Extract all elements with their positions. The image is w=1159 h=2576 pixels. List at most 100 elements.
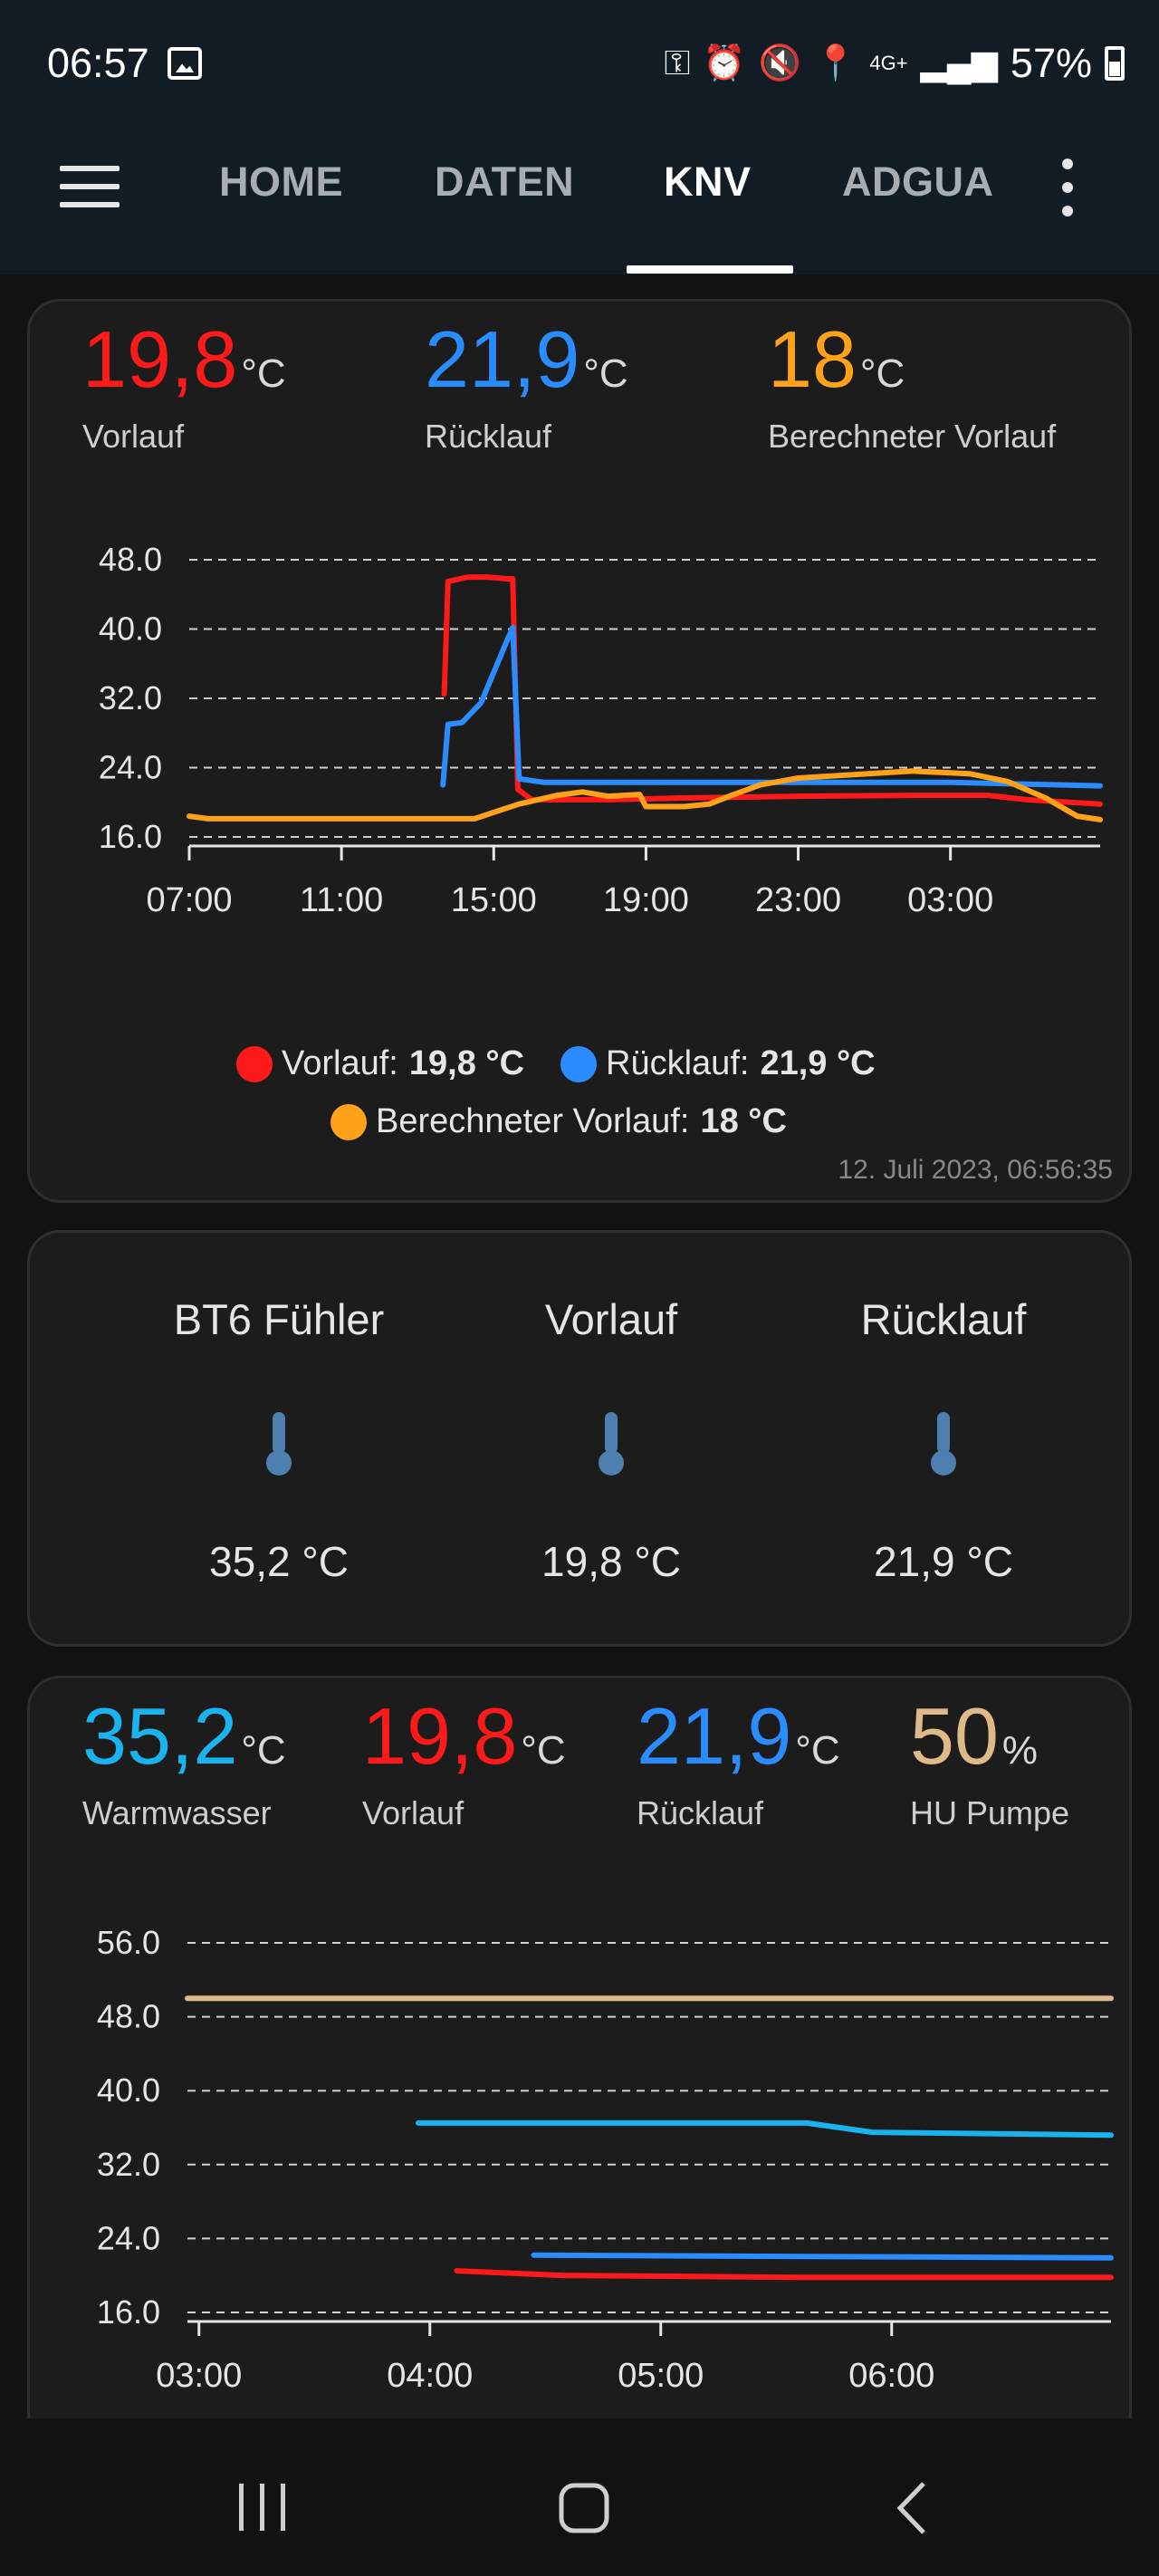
history-card-warmwasser[interactable]: 35,2°C Warmwasser 19,8°C Vorlauf 21,9°C … bbox=[27, 1676, 1132, 2437]
y-tick-label: 32.0 bbox=[97, 2146, 160, 2183]
berechnet-label: Berechneter Vorlauf bbox=[768, 418, 1057, 455]
legend-dot-ruecklauf bbox=[560, 1045, 598, 1082]
entity-name-bt6: BT6 Fühler bbox=[173, 1295, 385, 1343]
y-tick-label: 24.0 bbox=[97, 2219, 160, 2256]
vorlauf2-label: Vorlauf bbox=[362, 1794, 465, 1831]
ruecklauf-label: Rücklauf bbox=[425, 418, 552, 455]
y-tick-label: 40.0 bbox=[97, 2071, 160, 2109]
berechnet-unit: °C bbox=[859, 351, 905, 396]
history-chart-2[interactable]: 56.0 48.0 40.0 32.0 24.0 16.0 03:00 04:00 05:00 0… bbox=[30, 1896, 1129, 2439]
warmwasser-number: 35,2 bbox=[82, 1691, 238, 1781]
system-nav-bar bbox=[0, 2418, 1159, 2576]
y-tick-label: 56.0 bbox=[97, 1924, 160, 1961]
series-line-berechneter-vorlauf[interactable] bbox=[187, 768, 1103, 822]
back-icon[interactable] bbox=[893, 2480, 929, 2536]
berechnet-number: 18 bbox=[768, 314, 857, 404]
history-card-knv[interactable]: 19,8°C Vorlauf 21,9°C Rücklauf 18°C Bere… bbox=[27, 299, 1132, 1203]
x-tick-label: 06:00 bbox=[848, 2357, 934, 2395]
legend-row-2: Berechneter Vorlauf: 18 °C bbox=[330, 1102, 787, 1141]
ruecklauf-number: 21,9 bbox=[425, 314, 580, 404]
entity-value-vorlauf: 19,8 °C bbox=[541, 1538, 681, 1585]
vorlauf2-unit: °C bbox=[521, 1728, 566, 1773]
menu-icon[interactable] bbox=[60, 166, 120, 211]
ruecklauf-value: 21,9°C bbox=[425, 320, 628, 399]
y-tick-label: 48.0 bbox=[97, 1998, 160, 2035]
vorlauf2-value: 19,8°C bbox=[362, 1697, 566, 1776]
ruecklauf2-value: 21,9°C bbox=[637, 1697, 840, 1776]
thermometer-icon[interactable] bbox=[595, 1410, 627, 1477]
more-vert-icon[interactable] bbox=[1058, 159, 1078, 218]
location-icon: 📍 bbox=[814, 44, 857, 82]
key-icon: ⚿ bbox=[664, 44, 691, 82]
glance-card: BT6 Fühler Vorlauf Rücklauf 35,2 °C 19,8… bbox=[27, 1230, 1132, 1647]
x-tick-label: 15:00 bbox=[451, 881, 537, 919]
tab-knv[interactable]: KNV bbox=[664, 159, 752, 205]
series-line-warmwasser[interactable] bbox=[416, 2119, 1114, 2139]
entity-value-ruecklauf: 21,9 °C bbox=[874, 1538, 1013, 1585]
pumpe-value: 50% bbox=[910, 1697, 1038, 1776]
chart-timestamp: 12. Juli 2023, 06:56:35 bbox=[838, 1155, 1113, 1185]
status-time: 06:57 bbox=[47, 40, 149, 86]
legend-value-berechnet: 18 °C bbox=[700, 1102, 787, 1140]
home-icon[interactable] bbox=[558, 2482, 610, 2534]
x-tick-label: 07:00 bbox=[146, 881, 232, 919]
alarm-icon: ⏰ bbox=[703, 44, 746, 82]
y-tick-label: 48.0 bbox=[99, 541, 162, 578]
active-tab-indicator bbox=[627, 265, 793, 274]
x-tick-label: 11:00 bbox=[300, 881, 383, 919]
image-icon bbox=[168, 47, 202, 80]
x-tick-label: 23:00 bbox=[755, 881, 841, 919]
vorlauf2-number: 19,8 bbox=[362, 1691, 518, 1781]
series-line-r-cklauf[interactable] bbox=[531, 2252, 1114, 2261]
legend-value-vorlauf: 19,8 °C bbox=[408, 1044, 525, 1082]
x-tick-label: 05:00 bbox=[618, 2357, 704, 2395]
vorlauf-unit: °C bbox=[241, 351, 286, 396]
recent-apps-icon[interactable] bbox=[235, 2482, 290, 2533]
x-tick-label: 04:00 bbox=[387, 2357, 473, 2395]
series-line-vorlauf[interactable] bbox=[441, 574, 1103, 807]
signal-icon: ▂▄▆ bbox=[920, 44, 998, 82]
tab-adgua[interactable]: ADGUA bbox=[842, 159, 994, 205]
entity-name-vorlauf: Vorlauf bbox=[544, 1295, 678, 1343]
series-line-vorlauf[interactable] bbox=[454, 2268, 1114, 2281]
y-tick-label: 32.0 bbox=[99, 679, 162, 716]
legend-name-ruecklauf: Rücklauf: bbox=[606, 1044, 750, 1082]
pumpe-unit: % bbox=[1001, 1728, 1039, 1773]
mute-icon: 🔇 bbox=[758, 44, 802, 82]
thermometer-icon[interactable] bbox=[263, 1410, 295, 1477]
legend-row-1: Vorlauf: 19,8 °C Rücklauf: 21,9 °C bbox=[236, 1044, 876, 1083]
warmwasser-label: Warmwasser bbox=[82, 1794, 272, 1831]
series-line-r-cklauf[interactable] bbox=[440, 624, 1103, 789]
x-tick-label: 19:00 bbox=[603, 881, 689, 919]
legend-dot-berechnet bbox=[330, 1103, 367, 1140]
pumpe-number: 50 bbox=[910, 1691, 999, 1781]
thermometer-icon[interactable] bbox=[927, 1410, 960, 1477]
network-type: 4G+ bbox=[869, 52, 908, 74]
ruecklauf2-unit: °C bbox=[795, 1728, 840, 1773]
battery-icon bbox=[1105, 46, 1125, 81]
x-tick-label: 03:00 bbox=[156, 2357, 242, 2395]
y-tick-label: 16.0 bbox=[97, 2293, 160, 2331]
berechnet-value: 18°C bbox=[768, 320, 905, 399]
entity-value-bt6: 35,2 °C bbox=[209, 1538, 349, 1585]
warmwasser-value: 35,2°C bbox=[82, 1697, 286, 1776]
legend-dot-vorlauf bbox=[236, 1045, 273, 1082]
vorlauf-value: 19,8°C bbox=[82, 320, 286, 399]
y-tick-label: 24.0 bbox=[99, 749, 162, 786]
y-tick-label: 16.0 bbox=[99, 818, 162, 855]
app-bar: HOME DATEN KNV ADGUA bbox=[0, 131, 1159, 274]
ruecklauf-unit: °C bbox=[583, 351, 628, 396]
y-tick-label: 40.0 bbox=[99, 610, 162, 648]
vorlauf-label: Vorlauf bbox=[82, 418, 185, 455]
tab-home[interactable]: HOME bbox=[219, 159, 343, 205]
entity-name-ruecklauf: Rücklauf bbox=[860, 1295, 1027, 1343]
legend-name-vorlauf: Vorlauf: bbox=[282, 1044, 398, 1082]
history-chart-1[interactable]: 48.0 40.0 32.0 24.0 16.0 07:00 11:00 15:00 19:00… bbox=[30, 519, 1129, 1008]
ruecklauf2-label: Rücklauf bbox=[637, 1794, 764, 1831]
battery-percent: 57% bbox=[1010, 40, 1092, 86]
warmwasser-unit: °C bbox=[241, 1728, 286, 1773]
tab-daten[interactable]: DATEN bbox=[435, 159, 575, 205]
pumpe-label: HU Pumpe bbox=[910, 1794, 1070, 1831]
legend-name-berechnet: Berechneter Vorlauf: bbox=[376, 1102, 690, 1140]
ruecklauf2-number: 21,9 bbox=[637, 1691, 792, 1781]
